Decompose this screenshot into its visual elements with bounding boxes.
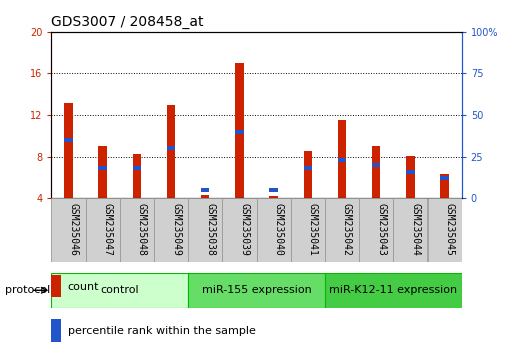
Text: GSM235038: GSM235038 xyxy=(205,203,215,256)
Bar xyxy=(256,198,291,262)
Bar xyxy=(98,166,107,170)
Bar xyxy=(304,166,312,170)
Bar xyxy=(201,195,209,198)
Bar xyxy=(132,154,141,198)
Bar xyxy=(51,273,188,308)
Bar xyxy=(372,146,381,198)
Text: GSM235044: GSM235044 xyxy=(410,203,420,256)
Text: GSM235040: GSM235040 xyxy=(273,203,284,256)
Bar xyxy=(427,198,462,262)
Bar xyxy=(325,273,462,308)
Bar xyxy=(51,319,61,342)
Bar xyxy=(304,152,312,198)
Bar xyxy=(51,198,86,262)
Text: GSM235041: GSM235041 xyxy=(308,203,318,256)
Bar xyxy=(188,198,222,262)
Text: GSM235047: GSM235047 xyxy=(103,203,112,256)
Bar xyxy=(64,138,73,142)
Text: control: control xyxy=(101,285,139,295)
Bar xyxy=(440,176,449,180)
Bar xyxy=(188,273,325,308)
Bar xyxy=(222,198,256,262)
Bar xyxy=(325,198,359,262)
Bar xyxy=(269,188,278,192)
Bar xyxy=(86,198,120,262)
Text: count: count xyxy=(68,282,99,292)
Bar xyxy=(64,103,73,198)
Bar xyxy=(98,146,107,198)
Bar xyxy=(201,188,209,192)
Text: GSM235046: GSM235046 xyxy=(68,203,78,256)
Bar xyxy=(406,170,415,174)
Bar xyxy=(338,158,346,162)
Text: GSM235043: GSM235043 xyxy=(376,203,386,256)
Bar xyxy=(235,63,244,198)
Bar xyxy=(291,198,325,262)
Text: GSM235042: GSM235042 xyxy=(342,203,352,256)
Bar xyxy=(120,198,154,262)
Bar xyxy=(393,198,427,262)
Bar xyxy=(440,174,449,198)
Bar xyxy=(406,156,415,198)
Bar xyxy=(359,198,393,262)
Text: percentile rank within the sample: percentile rank within the sample xyxy=(68,326,255,336)
Bar xyxy=(269,196,278,198)
Bar xyxy=(338,120,346,198)
Bar xyxy=(167,146,175,150)
Text: miR-155 expression: miR-155 expression xyxy=(202,285,311,295)
Text: GSM235039: GSM235039 xyxy=(240,203,249,256)
Bar xyxy=(235,130,244,134)
Bar xyxy=(51,275,61,297)
Text: GSM235045: GSM235045 xyxy=(445,203,455,256)
Text: protocol: protocol xyxy=(5,285,50,295)
Text: miR-K12-11 expression: miR-K12-11 expression xyxy=(329,285,458,295)
Bar xyxy=(154,198,188,262)
Bar xyxy=(372,163,381,167)
Text: GSM235049: GSM235049 xyxy=(171,203,181,256)
Text: GSM235048: GSM235048 xyxy=(137,203,147,256)
Bar xyxy=(132,166,141,170)
Text: GDS3007 / 208458_at: GDS3007 / 208458_at xyxy=(51,16,204,29)
Bar xyxy=(167,105,175,198)
